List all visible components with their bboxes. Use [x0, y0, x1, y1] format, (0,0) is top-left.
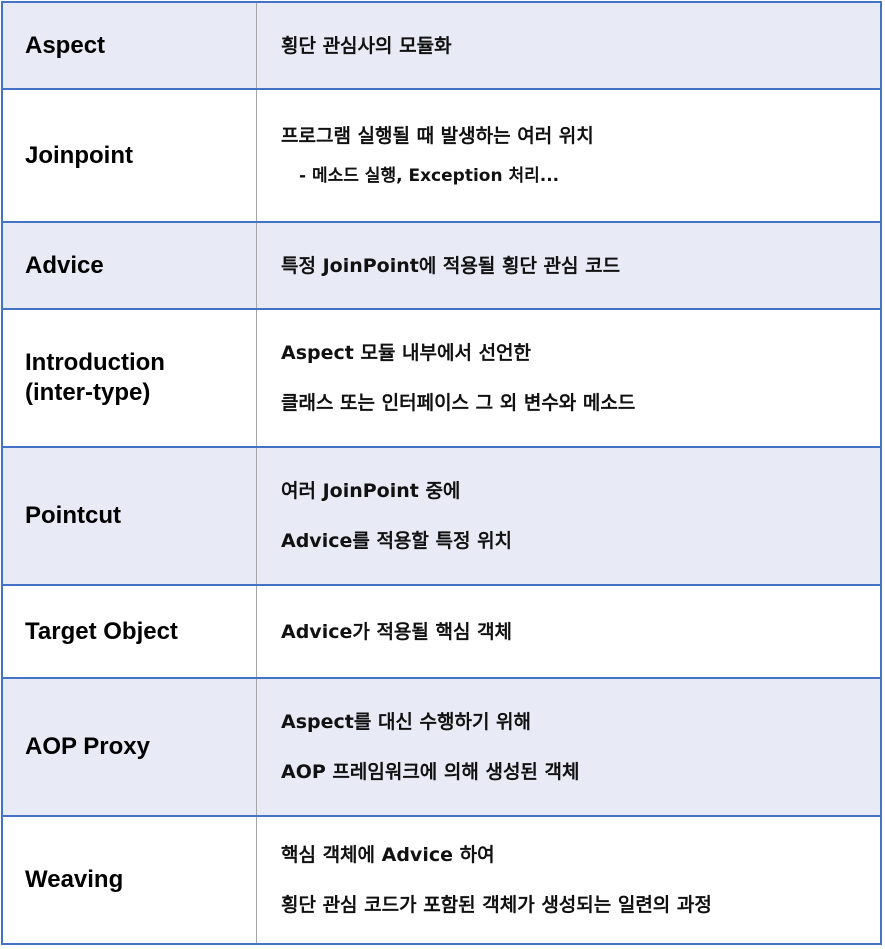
definition-aspect: 횡단 관심사의 모듈화	[257, 3, 880, 88]
definition-joinpoint: 프로그램 실행될 때 발생하는 여러 위치 - 메소드 실행, Exceptio…	[257, 90, 880, 221]
definition-line: Advice를 적용할 특정 위치	[281, 530, 513, 552]
term-introduction: Introduction (inter-type)	[3, 310, 257, 446]
definition-line: 여러 JoinPoint 중에	[281, 480, 461, 502]
definition-target-object: Advice가 적용될 핵심 객체	[257, 586, 880, 677]
definition-line: 횡단 관심사의 모듈화	[281, 34, 452, 57]
term-target-object: Target Object	[3, 586, 257, 677]
definition-pointcut: 여러 JoinPoint 중에 Advice를 적용할 특정 위치	[257, 448, 880, 584]
definition-subline: - 메소드 실행, Exception 처리...	[299, 165, 560, 186]
definition-line: 횡단 관심 코드가 포함된 객체가 생성되는 일련의 과정	[281, 894, 712, 916]
term-weaving: Weaving	[3, 817, 257, 943]
term-advice: Advice	[3, 223, 257, 308]
definition-aop-proxy: Aspect를 대신 수행하기 위해 AOP 프레임워크에 의해 생성된 객체	[257, 679, 880, 815]
table-row-weaving: Weaving 핵심 객체에 Advice 하여 횡단 관심 코드가 포함된 객…	[3, 817, 880, 943]
term-joinpoint: Joinpoint	[3, 90, 257, 221]
definition-introduction: Aspect 모듈 내부에서 선언한 클래스 또는 인터페이스 그 외 변수와 …	[257, 310, 880, 446]
table-row-target-object: Target Object Advice가 적용될 핵심 객체	[3, 586, 880, 679]
table-row-pointcut: Pointcut 여러 JoinPoint 중에 Advice를 적용할 특정 …	[3, 448, 880, 586]
term-aspect: Aspect	[3, 3, 257, 88]
term-pointcut: Pointcut	[3, 448, 257, 584]
definition-line: 클래스 또는 인터페이스 그 외 변수와 메소드	[281, 392, 636, 414]
definition-line: Aspect를 대신 수행하기 위해	[281, 711, 532, 733]
term-aop-proxy: AOP Proxy	[3, 679, 257, 815]
table-row-aop-proxy: AOP Proxy Aspect를 대신 수행하기 위해 AOP 프레임워크에 …	[3, 679, 880, 817]
definition-line: 특정 JoinPoint에 적용될 횡단 관심 코드	[281, 254, 621, 277]
table-row-introduction: Introduction (inter-type) Aspect 모듈 내부에서 …	[3, 310, 880, 448]
definition-line: 핵심 객체에 Advice 하여	[281, 844, 495, 866]
table-row-joinpoint: Joinpoint 프로그램 실행될 때 발생하는 여러 위치 - 메소드 실행…	[3, 90, 880, 223]
definition-line: Advice가 적용될 핵심 객체	[281, 620, 513, 643]
table-row-advice: Advice 특정 JoinPoint에 적용될 횡단 관심 코드	[3, 223, 880, 310]
definition-line: AOP 프레임워크에 의해 생성된 객체	[281, 761, 580, 783]
definition-line: Aspect 모듈 내부에서 선언한	[281, 342, 532, 364]
definition-line: 프로그램 실행될 때 발생하는 여러 위치	[281, 124, 594, 147]
definition-advice: 특정 JoinPoint에 적용될 횡단 관심 코드	[257, 223, 880, 308]
definition-weaving: 핵심 객체에 Advice 하여 횡단 관심 코드가 포함된 객체가 생성되는 …	[257, 817, 880, 943]
table-row-aspect: Aspect 횡단 관심사의 모듈화	[3, 3, 880, 90]
